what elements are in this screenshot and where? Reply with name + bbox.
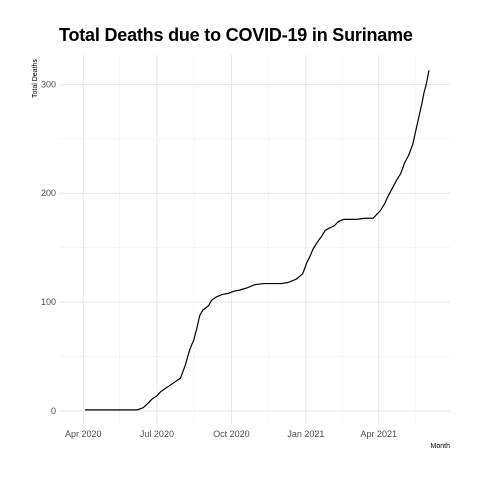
x-tick-label: Jul 2020	[140, 429, 174, 439]
x-tick-label: Oct 2020	[213, 429, 250, 439]
y-tick-label: 200	[41, 188, 56, 198]
y-tick-label: 300	[41, 79, 56, 89]
x-tick-label: Jan 2021	[287, 429, 324, 439]
series-layer	[84, 70, 430, 411]
tick-labels: Apr 2020 Jul 2020 Oct 2020 Jan 2021 Apr 2021…	[41, 79, 397, 439]
y-tick-label: 100	[41, 297, 56, 307]
x-tick-label: Apr 2021	[360, 429, 397, 439]
series-line	[84, 70, 430, 411]
chart-title: Total Deaths due to COVID-19 in Suriname	[59, 25, 413, 45]
y-tick-label: 0	[51, 406, 56, 416]
grid-lines	[59, 55, 450, 424]
x-axis-title: Month	[431, 443, 451, 450]
x-tick-label: Apr 2020	[65, 429, 102, 439]
y-axis-title: Total Deaths	[32, 59, 39, 98]
